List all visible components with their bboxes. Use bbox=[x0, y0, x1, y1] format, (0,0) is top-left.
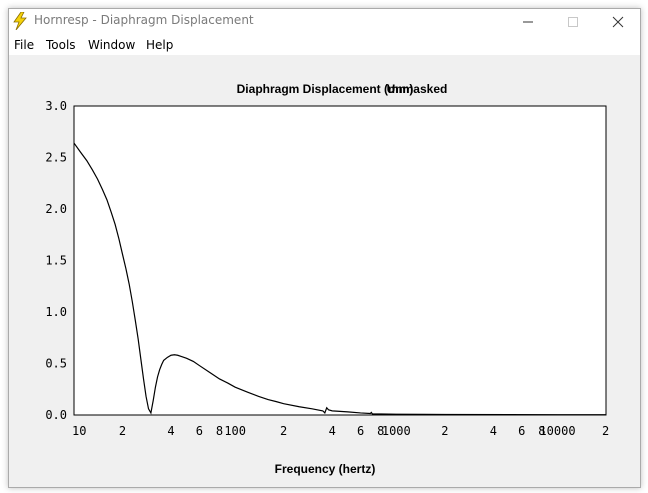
y-tick-label: 1.0 bbox=[45, 305, 67, 319]
x-tick-label: 8 bbox=[377, 424, 384, 438]
menu-file[interactable]: File bbox=[14, 38, 35, 52]
x-tick-label: 8 bbox=[216, 424, 223, 438]
minimize-button[interactable] bbox=[505, 9, 550, 35]
x-tick-label: 10000 bbox=[539, 424, 575, 438]
x-tick-label: 2 bbox=[602, 424, 609, 438]
y-tick-label: 1.5 bbox=[45, 254, 67, 268]
y-tick-label: 2.5 bbox=[45, 151, 67, 165]
y-tick-label: 0.5 bbox=[45, 357, 67, 371]
app-window: Hornresp - Diaphragm Displacement File T… bbox=[8, 8, 641, 488]
x-tick-label: 6 bbox=[357, 424, 364, 438]
displacement-chart: Diaphragm Displacement (mm) Unmasked 3.0… bbox=[45, 82, 609, 476]
menu-help[interactable]: Help bbox=[146, 38, 174, 52]
title-bar[interactable]: Hornresp - Diaphragm Displacement bbox=[9, 9, 640, 35]
x-tick-label: 4 bbox=[167, 424, 174, 438]
displacement-curve bbox=[73, 142, 606, 416]
y-tick-label: 2.0 bbox=[45, 202, 67, 216]
x-tick-label: 10 bbox=[72, 424, 86, 438]
maximize-icon bbox=[567, 17, 578, 27]
y-tick-label: 3.0 bbox=[45, 99, 67, 113]
window-title: Hornresp - Diaphragm Displacement bbox=[34, 13, 254, 27]
mask-status: Unmasked bbox=[387, 82, 448, 96]
minimize-icon bbox=[522, 21, 533, 23]
x-tick-label: 1000 bbox=[382, 424, 411, 438]
x-tick-label: 4 bbox=[490, 424, 497, 438]
menu-tools[interactable]: Tools bbox=[46, 38, 76, 52]
chart-area: Diaphragm Displacement (mm) Unmasked 3.0… bbox=[9, 55, 640, 487]
x-tick-label: 2 bbox=[280, 424, 287, 438]
x-tick-label: 4 bbox=[329, 424, 336, 438]
x-tick-label: 100 bbox=[224, 424, 246, 438]
chart-title: Diaphragm Displacement (mm) bbox=[237, 82, 414, 96]
x-tick-label: 2 bbox=[119, 424, 126, 438]
close-icon bbox=[612, 16, 623, 28]
y-tick-label: 0.0 bbox=[45, 408, 67, 422]
x-axis-label: Frequency (hertz) bbox=[275, 462, 376, 476]
close-button[interactable] bbox=[595, 9, 640, 35]
maximize-button[interactable] bbox=[550, 9, 595, 35]
lightning-bolt-icon bbox=[13, 12, 27, 30]
menu-bar: File Tools Window Help bbox=[9, 35, 640, 55]
x-tick-label: 6 bbox=[196, 424, 203, 438]
x-tick-label: 8 bbox=[538, 424, 545, 438]
plot-frame bbox=[73, 105, 607, 416]
x-tick-label: 2 bbox=[441, 424, 448, 438]
menu-window[interactable]: Window bbox=[88, 38, 136, 52]
x-tick-label: 6 bbox=[518, 424, 525, 438]
